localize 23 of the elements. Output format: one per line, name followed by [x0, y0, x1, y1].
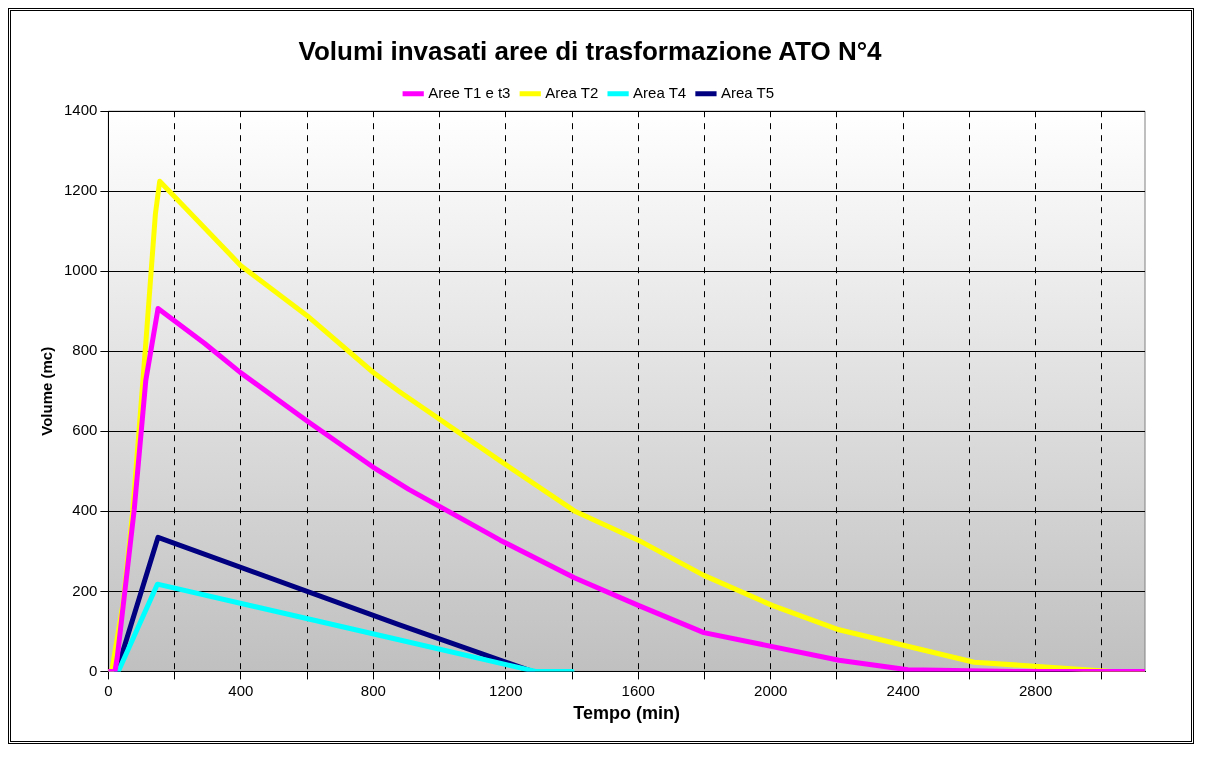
y-tick-label: 0 [89, 661, 98, 679]
y-tick-label: 200 [72, 581, 98, 599]
x-tick-label: 1600 [621, 681, 655, 699]
legend-label: Area T2 [545, 83, 599, 101]
y-tick-label: 1200 [63, 181, 98, 199]
x-tick-label: 2400 [886, 681, 920, 699]
x-tick-label: 2800 [1019, 681, 1053, 699]
x-tick-label: 800 [360, 681, 386, 699]
y-tick-label: 800 [72, 341, 98, 359]
x-axis-title: Tempo (min) [573, 703, 681, 724]
x-tick-label: 2000 [754, 681, 788, 699]
x-tick-label: 400 [228, 681, 254, 699]
chart-title: Volumi invasati aree di trasformazione ATO N°4 [298, 35, 883, 66]
y-tick-label: 600 [72, 421, 98, 439]
y-axis-title: Volume (mc) [38, 346, 56, 436]
x-tick-label: 0 [104, 681, 113, 699]
y-tick-label: 1400 [63, 101, 98, 119]
legend-label: Aree T1 e t3 [428, 83, 511, 101]
legend-label: Area T4 [633, 83, 687, 101]
y-tick-label: 1000 [63, 261, 98, 279]
x-tick-label: 1200 [489, 681, 523, 699]
y-tick-label: 400 [72, 501, 98, 519]
legend-label: Area T5 [720, 83, 775, 101]
